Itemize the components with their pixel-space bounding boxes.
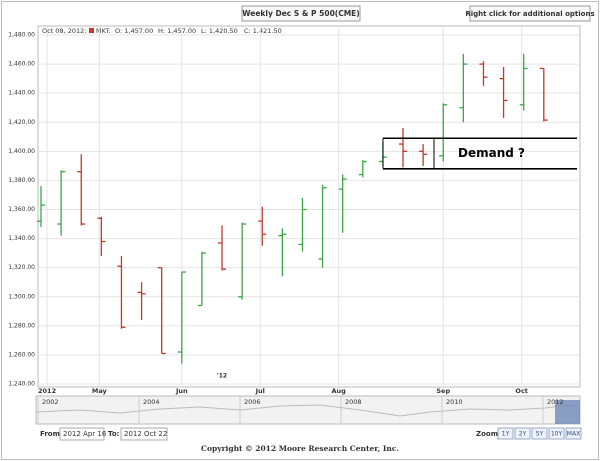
navigator-year: 2012 (547, 398, 564, 406)
navigator-trend (35, 404, 581, 417)
info-high: H: 1,457.00 (158, 27, 196, 35)
to-label: To: (108, 430, 120, 438)
from-input[interactable] (59, 427, 105, 441)
zoom-button-label[interactable]: 1Y (502, 431, 510, 438)
zoom-button[interactable] (531, 427, 548, 440)
navigator-window[interactable] (555, 400, 580, 424)
zoom-button[interactable] (497, 427, 514, 440)
zoom-label: Zoom: (476, 430, 501, 438)
y-tick-label: 1,420.00 (8, 119, 35, 126)
info-close: C: 1,421.50 (244, 27, 282, 35)
y-tick-label: 1,460.00 (8, 61, 35, 68)
navigator-year: 2006 (244, 398, 261, 406)
options-hint[interactable]: Right click for additional options (465, 10, 594, 18)
zoom-button-label[interactable]: 5Y (536, 431, 544, 438)
zoom-button[interactable] (548, 427, 565, 440)
info-open: O: 1,457.00 (115, 27, 153, 35)
y-tick-label: 1,340.00 (8, 235, 35, 242)
y-tick-label: 1,380.00 (8, 177, 35, 184)
y-tick-label: 1,240.00 (8, 381, 35, 388)
y-tick-label: 1,320.00 (8, 264, 35, 271)
title-box (241, 5, 361, 22)
navigator-year: 2004 (143, 398, 160, 406)
to-input[interactable] (120, 427, 168, 441)
x-tick-label: Jun (175, 387, 188, 395)
chart-title: Weekly Dec S & P 500(CME) (242, 9, 359, 18)
x-tick-label: Aug (332, 387, 347, 395)
info-marker (89, 28, 94, 33)
navigator-year: 2002 (42, 398, 59, 406)
x-tick-label: May (92, 387, 108, 395)
navigator-year: 2010 (446, 398, 463, 406)
y-tick-label: 1,400.00 (8, 148, 35, 155)
x-tick-label: Jul (255, 387, 265, 395)
y-tick-label: 1,280.00 (8, 322, 35, 329)
from-label: From: (40, 430, 63, 438)
options-box[interactable] (469, 5, 591, 22)
x-sublabel: '12 (217, 373, 227, 380)
y-tick-label: 1,300.00 (8, 293, 35, 300)
x-tick-label: Sep (436, 387, 450, 395)
y-tick-label: 1,260.00 (8, 351, 35, 358)
info-low: L: 1,420.50 (201, 27, 238, 35)
zoom-button-label[interactable]: 10Y (551, 431, 563, 438)
zoom-button-label[interactable]: 2Y (519, 431, 527, 438)
y-tick-label: 1,360.00 (8, 206, 35, 213)
navigator-year: 2008 (345, 398, 362, 406)
info-date: Oct 08, 2012: (42, 27, 86, 35)
info-market: MKT: (96, 27, 111, 35)
x-tick-label: 2012 (38, 387, 56, 395)
y-tick-label: 1,480.00 (8, 32, 35, 39)
navigator[interactable] (35, 395, 581, 425)
plot-frame (37, 25, 581, 388)
zoom-button[interactable] (565, 427, 582, 440)
x-tick-label: Oct (515, 387, 528, 395)
from-date[interactable]: 2012 Apr 16 (63, 430, 107, 438)
y-tick-label: 1,440.00 (8, 90, 35, 97)
zoom-button-label[interactable]: MAX (567, 431, 580, 438)
to-date[interactable]: 2012 Oct 22 (124, 430, 167, 438)
zoom-button[interactable] (514, 427, 531, 440)
demand-label: Demand ? (458, 146, 525, 160)
copyright: Copyright © 2012 Moore Research Center, … (201, 444, 399, 453)
